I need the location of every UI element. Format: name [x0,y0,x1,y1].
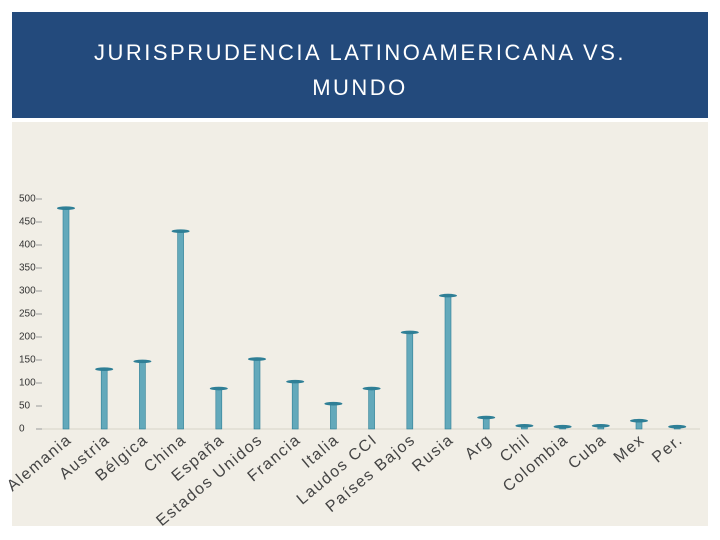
y-tick-label: 500 [19,194,36,205]
bar-cap [248,357,266,361]
bar [253,358,261,430]
bar-cap [95,367,114,372]
y-tick-label: 100 [19,378,36,389]
y-tick-label: 450 [19,217,36,228]
bar [444,295,452,430]
y-tick-label: 400 [19,240,36,251]
y-tick-label: 200 [19,332,36,343]
bar [291,381,299,430]
y-tick-label: 300 [19,286,36,297]
bar [368,388,375,430]
bar-cap [553,424,572,429]
chart-background [12,122,708,526]
bar-cap [477,415,496,420]
bar-cap [439,293,457,298]
bar-cap [591,423,610,428]
bar [215,388,223,430]
y-tick-label: 350 [19,263,36,274]
bar-cap [630,418,648,423]
chart-title: MUNDO [312,75,408,100]
bar-cap [400,330,419,335]
bar-cap [324,401,343,406]
bar [62,207,70,430]
bar [100,368,108,430]
y-tick-label: 50 [19,401,31,412]
bar-cap [209,386,228,391]
title-bar [12,12,708,118]
bar-cap [668,424,687,429]
y-tick-label: 0 [19,424,25,435]
y-tick-label: 150 [19,355,36,366]
bar-cap [286,379,305,384]
bar-cap [171,229,190,233]
bar [330,403,337,430]
y-tick-label: 250 [19,309,36,320]
bar [177,230,184,430]
bar [139,361,146,430]
bar-cap [515,423,534,428]
bar-cap [57,206,75,210]
bar-cap [133,359,152,364]
bar-cap [362,386,381,391]
chart-title: JURISPRUDENCIA LATINOAMERICANA VS. [94,40,626,65]
bar [406,332,414,430]
